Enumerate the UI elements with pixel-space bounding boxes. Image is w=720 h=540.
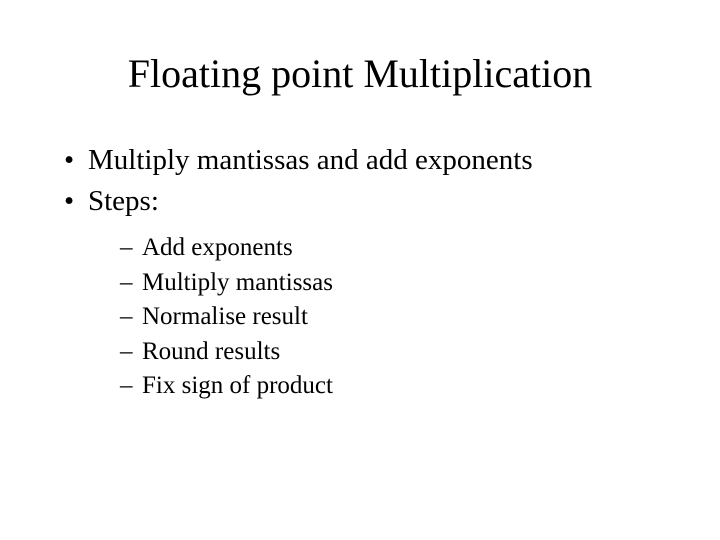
level1-item-text: Steps: [88,185,159,217]
level1-item: Multiply mantissas and add exponents [60,141,660,180]
level2-item: Multiply mantissas [120,266,660,301]
level2-item: Fix sign of product [120,369,660,404]
level2-item-text: Round results [142,338,280,365]
level2-item-text: Add exponents [142,234,293,261]
slide-title: Floating point Multiplication [60,50,660,97]
level1-item-text: Multiply mantissas and add exponents [88,144,533,176]
level1-list: Multiply mantissas and add exponents Ste… [60,141,660,404]
level1-item: Steps: Add exponents Multiply mantissas … [60,182,660,404]
level2-list: Add exponents Multiply mantissas Normali… [120,231,660,404]
level2-item-text: Fix sign of product [142,372,333,399]
level2-item-text: Normalise result [142,303,308,330]
level2-item: Add exponents [120,231,660,266]
level2-item: Normalise result [120,300,660,335]
level2-item-text: Multiply mantissas [142,269,333,296]
level2-item: Round results [120,335,660,370]
